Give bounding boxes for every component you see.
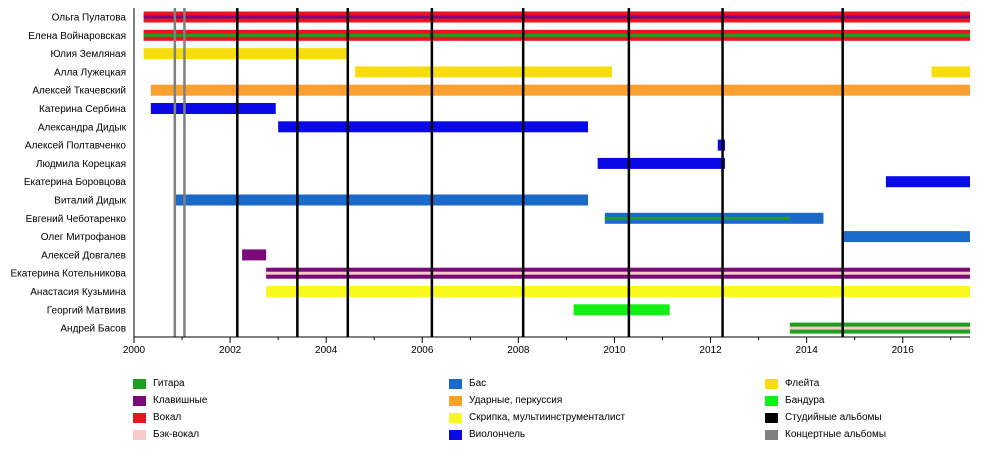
x-tick-label: 2004 [315, 345, 338, 356]
legend-label: Бэк-вокал [153, 429, 200, 440]
bar-bandura [573, 304, 670, 316]
member-label: Алексей Полтавченко [25, 141, 127, 152]
legend-swatch [765, 378, 778, 389]
legend-item-guitar: Гитара [133, 375, 207, 392]
legend-column-3: Флейта Бандура Студийные альбомы Концертные… [765, 375, 886, 443]
bar-guitar [604, 216, 790, 220]
x-tick-label: 2002 [219, 345, 242, 356]
legend-item-keys: Клавишные [133, 392, 207, 409]
bar-cello [597, 157, 725, 169]
legend-label: Вокал [153, 412, 182, 423]
member-label: Людмила Корецкая [36, 159, 126, 170]
member-label: Катерина Сербина [39, 103, 126, 115]
member-label: Алла Лужецкая [54, 67, 126, 78]
legend-swatch [765, 429, 778, 440]
legend-swatch [133, 378, 146, 389]
legend-item-cello: Виолончель [449, 426, 625, 443]
bar-flute [931, 66, 970, 78]
legend-label: Клавишные [153, 395, 208, 406]
legend-item-flute: Флейта [765, 375, 886, 392]
x-tick-label: 2012 [699, 345, 722, 356]
bar-drums [150, 84, 970, 96]
x-tick-label: 2010 [603, 345, 626, 356]
legend-swatch [449, 378, 462, 389]
member-label: Евгений Чеботаренко [26, 213, 127, 225]
legend-swatch [765, 395, 778, 406]
legend-column-2: Бас Ударные, перкуссия Скрипка, мультиинст… [449, 375, 625, 443]
legend-swatch [133, 412, 146, 423]
bar-guitar [143, 33, 970, 37]
member-label: Юлия Земляная [51, 49, 127, 60]
legend-label: Виолончель [469, 429, 526, 440]
bar-flute [355, 66, 613, 78]
bar-keys [242, 249, 267, 261]
member-label: Ольга Пулатова [52, 13, 127, 24]
member-label: Екатерина Боровцова [24, 177, 127, 188]
legend-swatch [765, 412, 778, 423]
bar-cello [150, 103, 276, 114]
legend-label: Бас [469, 378, 487, 389]
bar-bass [842, 231, 970, 243]
legend-label: Скрипка, мультиинструменталист [469, 412, 626, 423]
member-label: Андрей Басов [60, 324, 126, 335]
legend-column-1: Гитара Клавишные Вокал Бэк-вокал [133, 375, 207, 443]
legend-item-bass: Бас [449, 375, 625, 392]
bar-bass [174, 194, 589, 206]
x-tick-label: 2000 [123, 345, 146, 356]
legend-label: Флейта [785, 378, 820, 389]
x-tick-label: 2014 [796, 345, 819, 356]
legend-label: Студийные альбомы [785, 412, 882, 423]
legend-label: Ударные, перкуссия [469, 395, 563, 406]
member-label: Анастасия Кузьмина [30, 287, 126, 298]
bar-backing [266, 271, 970, 275]
bar-flute [143, 48, 348, 60]
member-label: Георгий Матвиив [47, 305, 126, 316]
legend-item-vocals: Вокал [133, 409, 207, 426]
member-label: Алексей Довгалев [41, 250, 126, 261]
legend-swatch [449, 412, 462, 423]
legend-item-violin: Скрипка, мультиинструменталист [449, 409, 625, 426]
bar-violin [266, 286, 970, 297]
member-label: Елена Войнаровская [28, 31, 126, 42]
legend-label: Бандура [785, 395, 825, 406]
bar-cello [885, 176, 970, 188]
bar-keys [143, 15, 970, 19]
member-label: Екатерина Котельникова [11, 269, 127, 280]
legend-item-studio: Студийные альбомы [765, 409, 886, 426]
member-label: Виталий Дидык [54, 196, 126, 207]
legend-swatch [133, 395, 146, 406]
x-tick-label: 2016 [892, 345, 915, 356]
member-label: Алексей Ткачевский [32, 86, 126, 97]
x-tick-label: 2006 [411, 345, 434, 356]
legend-swatch [449, 429, 462, 440]
legend-item-live: Концертные альбомы [765, 426, 886, 443]
legend-label: Гитара [153, 378, 185, 389]
member-label: Александра Дидык [38, 122, 127, 133]
legend-label: Концертные альбомы [785, 429, 887, 440]
legend-swatch [449, 395, 462, 406]
legend-swatch [133, 429, 146, 440]
legend-item-backing: Бэк-вокал [133, 426, 207, 443]
legend-item-drums: Ударные, перкуссия [449, 392, 625, 409]
x-tick-label: 2008 [507, 345, 530, 356]
member-label: Олег Митрофанов [41, 231, 126, 243]
bar-backing [789, 326, 970, 330]
legend-item-bandura: Бандура [765, 392, 886, 409]
